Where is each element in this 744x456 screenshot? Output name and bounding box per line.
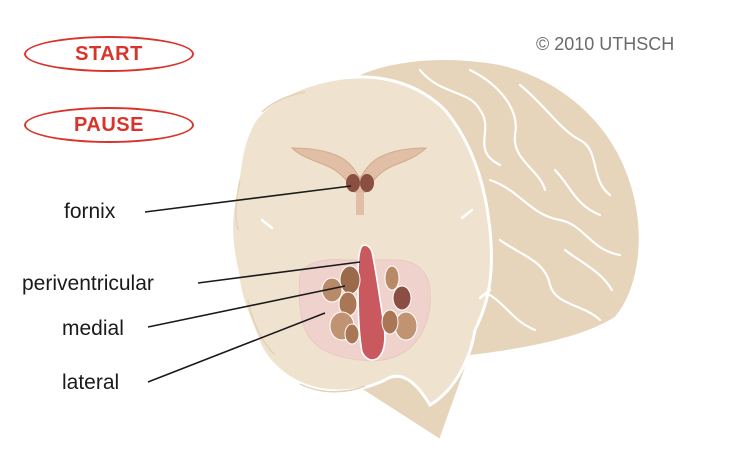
pointer-lines <box>144 185 361 383</box>
medial-nucleus-lower-right <box>381 309 399 335</box>
lateral-ventricles <box>290 147 428 193</box>
medial-nucleus-right <box>392 285 412 311</box>
periventricular-nucleus-right <box>384 265 400 291</box>
fornix-label: fornix <box>64 200 116 223</box>
medial-label: medial <box>62 317 124 340</box>
start-button[interactable]: START <box>24 36 194 72</box>
copyright-text: © 2010 UTHSCH <box>536 34 675 54</box>
lateral-label: lateral <box>62 371 120 394</box>
periventricular-pointer <box>197 261 361 284</box>
lateral-nucleus-right <box>394 311 418 341</box>
fornix-left <box>346 174 360 192</box>
hypothalamic-nuclei <box>321 265 418 345</box>
medial-pointer <box>147 285 346 328</box>
periventricular-label: periventricular <box>22 272 154 295</box>
cut-face-bumps <box>235 91 366 393</box>
pause-button[interactable]: PAUSE <box>24 107 194 143</box>
periventricular-nucleus-left <box>339 265 361 295</box>
sulci-marks <box>260 208 492 300</box>
septum <box>356 192 364 215</box>
lateral-pointer <box>147 312 326 383</box>
medial-nucleus-lower-left <box>344 323 360 345</box>
fornix-pointer <box>144 185 352 213</box>
fornix-right <box>360 174 374 192</box>
